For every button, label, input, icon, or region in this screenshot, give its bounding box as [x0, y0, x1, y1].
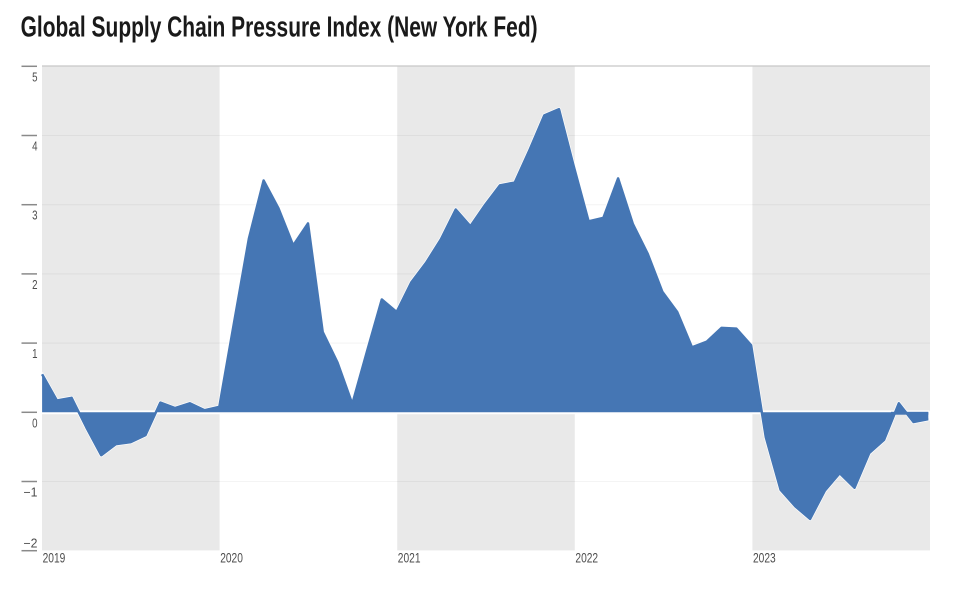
svg-text:5: 5 [32, 70, 37, 84]
svg-text:2019: 2019 [43, 550, 66, 566]
svg-text:0: 0 [32, 416, 37, 430]
svg-text:3: 3 [32, 209, 37, 223]
svg-text:2022: 2022 [575, 550, 598, 566]
svg-text:−1: −1 [24, 486, 38, 500]
svg-text:1: 1 [32, 347, 37, 361]
svg-text:2021: 2021 [398, 550, 421, 566]
svg-text:Global Supply Chain Pressure I: Global Supply Chain Pressure Index (New … [21, 12, 538, 44]
svg-text:2023: 2023 [753, 550, 776, 566]
svg-text:4: 4 [32, 140, 37, 154]
svg-text:−2: −2 [24, 537, 38, 551]
svg-text:2: 2 [32, 278, 37, 292]
svg-text:2020: 2020 [220, 550, 243, 566]
